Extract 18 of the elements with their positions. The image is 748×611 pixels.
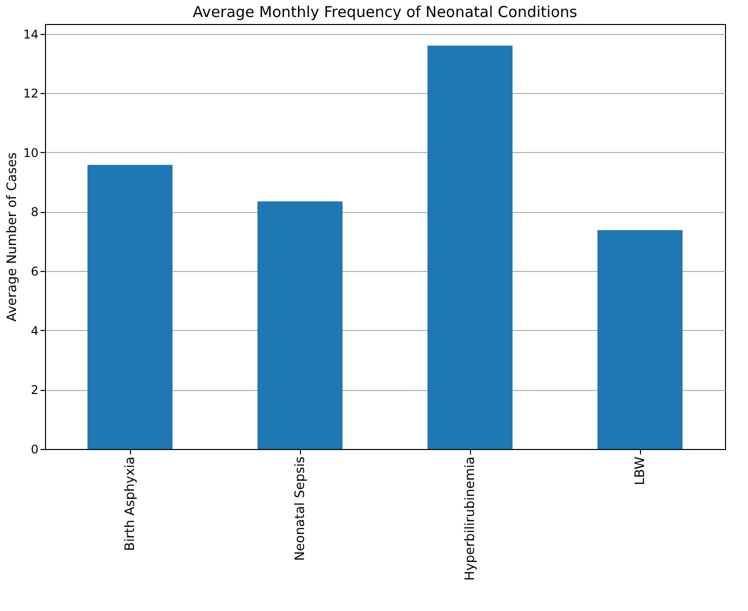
chart-title: Average Monthly Frequency of Neonatal Conditions	[192, 3, 578, 21]
x-tick-label: LBW	[633, 456, 648, 486]
x-tick-label: Hyperbilirubinemia	[463, 456, 478, 581]
y-tick-label: 14	[23, 27, 38, 42]
bar	[598, 230, 682, 449]
y-tick-label: 2	[30, 383, 38, 398]
bar	[428, 46, 512, 449]
y-tick-label: 12	[23, 86, 38, 101]
y-tick-label: 6	[30, 264, 38, 279]
bar	[258, 201, 342, 449]
y-tick-label: 0	[30, 442, 38, 456]
x-tick-label: Neonatal Sepsis	[293, 456, 308, 561]
y-axis-title: Average Number of Cases	[5, 152, 20, 322]
y-tick-label: 8	[30, 205, 38, 220]
y-tick-label: 10	[23, 146, 38, 160]
bar	[88, 164, 172, 449]
x-tick-label: Birth Asphyxia	[123, 456, 138, 551]
y-tick-label: 4	[30, 324, 38, 338]
